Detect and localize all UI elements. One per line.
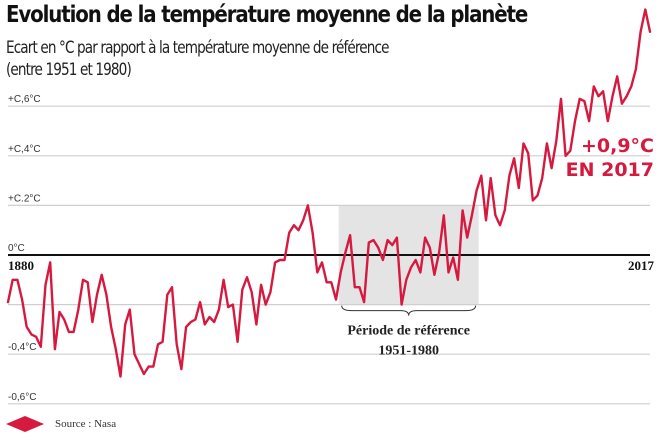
source-label: Source : Nasa <box>55 418 117 430</box>
y-tick-label: +C,6°C <box>8 94 41 105</box>
chart-title: Evolution de la température moyenne de l… <box>6 2 528 28</box>
x-tick-label: 2017 <box>628 258 655 273</box>
reference-period-label: Période de référence <box>347 324 470 339</box>
chart-subtitle-line1: Ecart en °C par rapport à la température… <box>6 38 390 58</box>
annotation-value: +0,9°C <box>581 135 654 157</box>
annotation-year: EN 2017 <box>566 159 654 181</box>
y-tick-label: +C.2°C <box>8 193 41 204</box>
reference-period-years: 1951-1980 <box>378 344 439 359</box>
reference-period-brace <box>341 305 477 316</box>
y-tick-label: -0,4°C <box>8 342 36 353</box>
y-tick-label: -0,6°C <box>8 392 36 403</box>
y-tick-label: 0°C <box>8 243 25 254</box>
chart-subtitle-line2: (entre 1951 et 1980) <box>6 60 132 80</box>
x-tick-label: 1880 <box>8 258 34 273</box>
temperature-series-line <box>6 8 652 378</box>
y-tick-label: +C,4°C <box>8 144 41 155</box>
